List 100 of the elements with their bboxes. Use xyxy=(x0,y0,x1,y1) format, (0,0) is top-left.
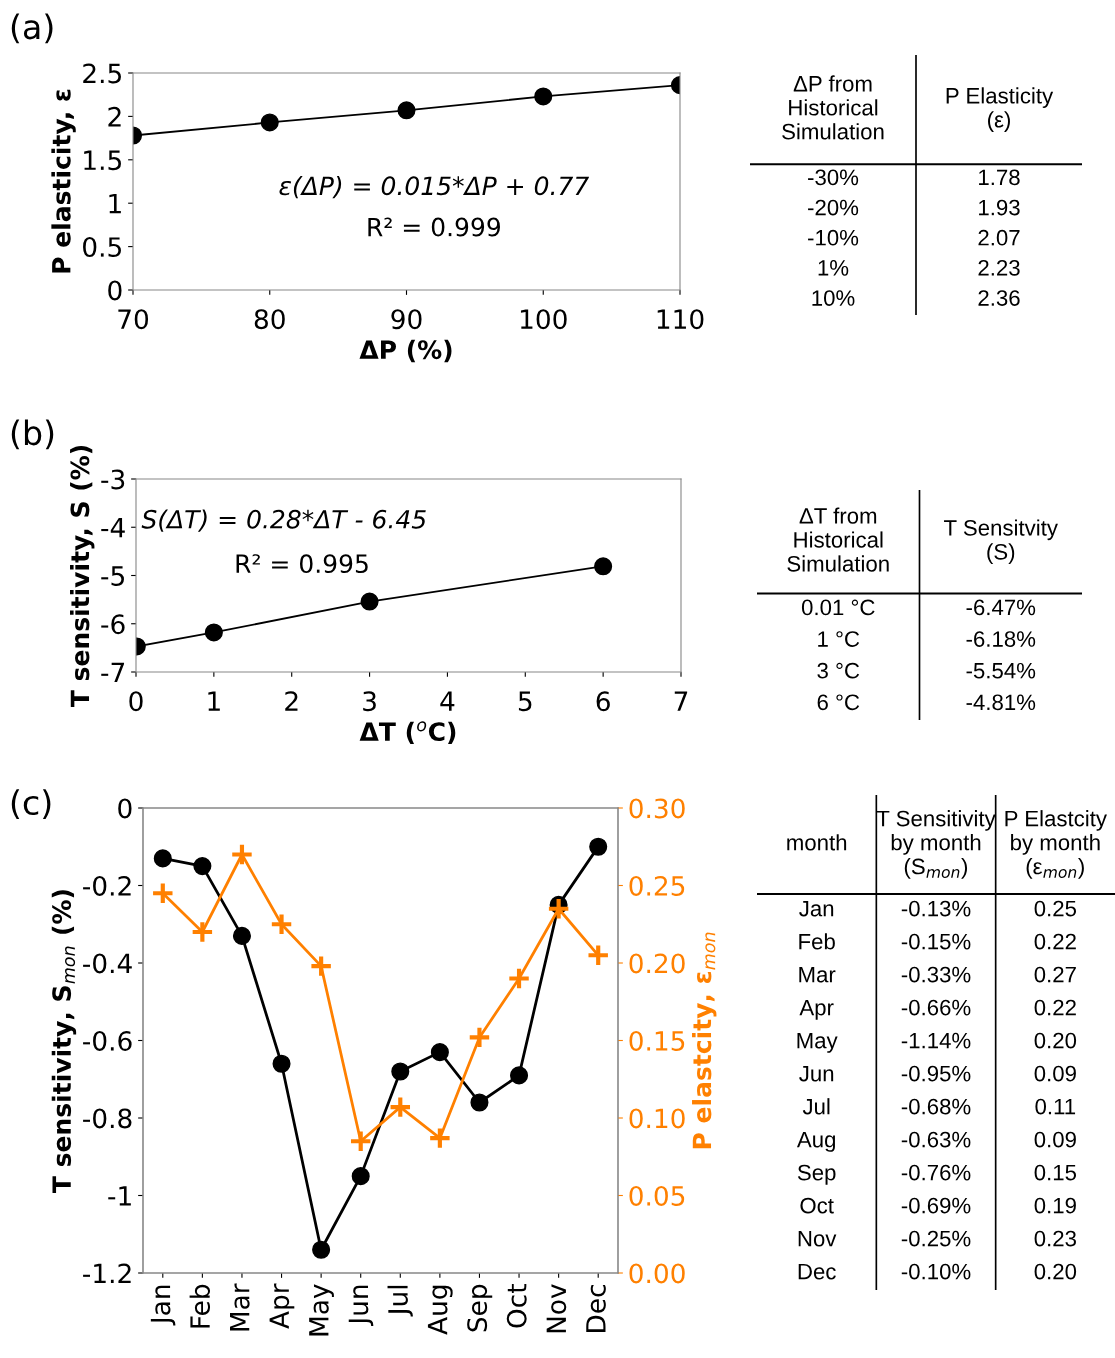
text: Jun xyxy=(799,1065,834,1082)
y-tick-label: 2.5 xyxy=(83,63,121,84)
y-axis-title: T sensitivity, S (%) xyxy=(70,445,95,708)
category-label: T Sensitivity by month (S$_{mon}$) xyxy=(876,810,996,879)
text: 2.23 xyxy=(978,259,1020,276)
point xyxy=(269,912,294,937)
text: 0.22 xyxy=(1034,999,1076,1016)
text: -0.25% xyxy=(901,1230,971,1247)
annotation: ε(ΔP) = 0.015*ΔP + 0.77 xyxy=(279,175,590,199)
annotation: R² = 0.995 xyxy=(236,554,368,574)
x-tick-label: Feb xyxy=(189,1284,211,1328)
text: 0.20 xyxy=(1034,1032,1077,1049)
text: 1 °C xyxy=(818,631,860,647)
point xyxy=(507,966,531,991)
text: Apr xyxy=(799,999,834,1020)
point xyxy=(360,592,379,611)
point xyxy=(388,1095,413,1119)
x-tick-label: 3 xyxy=(363,691,376,712)
point xyxy=(150,881,175,906)
y-tick-label: -6 xyxy=(101,614,125,635)
point xyxy=(546,896,571,921)
point xyxy=(193,857,212,876)
text: -6.18% xyxy=(966,631,1036,647)
x-axis-title: ΔP (%) xyxy=(359,339,452,363)
y-tick-label: -4 xyxy=(101,518,125,538)
text: -0.68% xyxy=(901,1098,971,1115)
text: -6.47% xyxy=(966,599,1036,616)
x-tick-label: 100 xyxy=(520,309,567,330)
x-tick-label: Jan xyxy=(150,1285,176,1326)
text: 0.09 xyxy=(1034,1065,1076,1082)
y-tick-label: -7 xyxy=(101,662,125,683)
category-label: month xyxy=(787,834,847,851)
y-tick-label: -0.2 xyxy=(83,875,131,896)
y2-tick-label: 0.20 xyxy=(629,953,685,974)
point xyxy=(153,849,172,868)
text: Dec xyxy=(798,1263,836,1280)
x-tick-label: 4 xyxy=(440,691,455,711)
y2-tick-label: 0.25 xyxy=(629,875,685,896)
text: -0.33% xyxy=(901,966,971,983)
y-tick-label: -5 xyxy=(101,566,124,586)
text: 2.07 xyxy=(978,229,1020,246)
point xyxy=(428,1126,452,1150)
chart-title: (a) xyxy=(11,13,53,44)
point xyxy=(594,557,613,576)
x-tick-label: Apr xyxy=(269,1283,295,1329)
text: 2.36 xyxy=(978,290,1020,306)
text: 0.22 xyxy=(1034,933,1076,950)
point xyxy=(397,101,416,120)
point xyxy=(232,926,251,945)
text: 3 °C xyxy=(817,662,860,679)
x-tick-label: 90 xyxy=(391,309,422,330)
text: 0.09 xyxy=(1034,1131,1076,1148)
x-tick-label: 5 xyxy=(518,691,532,712)
text: -0.69% xyxy=(901,1197,971,1214)
annotation: R² = 0.999 xyxy=(368,217,500,237)
category-label: P Elasticity (ε) xyxy=(946,87,1054,132)
y-tick-label: 1 xyxy=(109,193,121,214)
text: -30% xyxy=(808,169,859,186)
y2-tick-label: 0.00 xyxy=(629,1263,685,1284)
x-tick-label: 6 xyxy=(596,691,610,712)
point xyxy=(312,1240,331,1259)
text: 0.27 xyxy=(1034,966,1076,983)
x-axis-title: ΔT ($^{o}$C) xyxy=(359,721,456,745)
y-tick-label: 1.5 xyxy=(84,150,121,171)
category-label: T Sensitvity (S) xyxy=(944,519,1058,565)
y-tick-label: 0 xyxy=(118,798,132,819)
x-tick-label: Jun xyxy=(348,1285,374,1327)
x-tick-label: May xyxy=(309,1284,334,1336)
y2-tick-label: 0.15 xyxy=(629,1030,685,1051)
x-tick-label: 110 xyxy=(657,309,704,330)
y2-axis-title: P elastcity, ε$_{mon}$ xyxy=(692,932,717,1149)
text: -0.66% xyxy=(901,999,971,1016)
x-tick-label: 70 xyxy=(118,309,149,330)
chart-title: (b) xyxy=(11,419,54,450)
chart-title: (c) xyxy=(11,789,51,820)
text: -0.76% xyxy=(901,1164,971,1181)
y2-tick-label: 0.30 xyxy=(629,798,685,819)
y-tick-label: 0.5 xyxy=(83,237,121,257)
y-axis-title: T sensitivity, S$_{mon}$ (%) xyxy=(51,890,77,1193)
point xyxy=(204,623,223,642)
point xyxy=(467,1025,492,1050)
text: -0.95% xyxy=(901,1065,971,1082)
x-tick-label: Jul xyxy=(387,1285,413,1317)
text: -20% xyxy=(808,199,859,216)
x-tick-label: Aug xyxy=(427,1285,453,1335)
y-tick-label: 0 xyxy=(108,280,122,301)
text: 6 °C xyxy=(817,694,860,711)
y-axis-title: P elasticity, ε xyxy=(51,89,76,273)
text: Oct xyxy=(800,1197,834,1214)
text: Sep xyxy=(797,1164,836,1185)
annotation: S(ΔT) = 0.28*ΔT - 6.45 xyxy=(141,509,426,532)
x-tick-label: Dec xyxy=(586,1285,606,1332)
text: -1.14% xyxy=(901,1032,971,1049)
y2-tick-label: 0.05 xyxy=(629,1185,685,1206)
point xyxy=(309,954,333,978)
text: 0.20 xyxy=(1034,1263,1077,1280)
y-tick-label: -0.8 xyxy=(83,1108,132,1129)
text: 0.11 xyxy=(1035,1098,1076,1115)
text: May xyxy=(797,1032,838,1053)
text: 0.19 xyxy=(1034,1197,1076,1214)
